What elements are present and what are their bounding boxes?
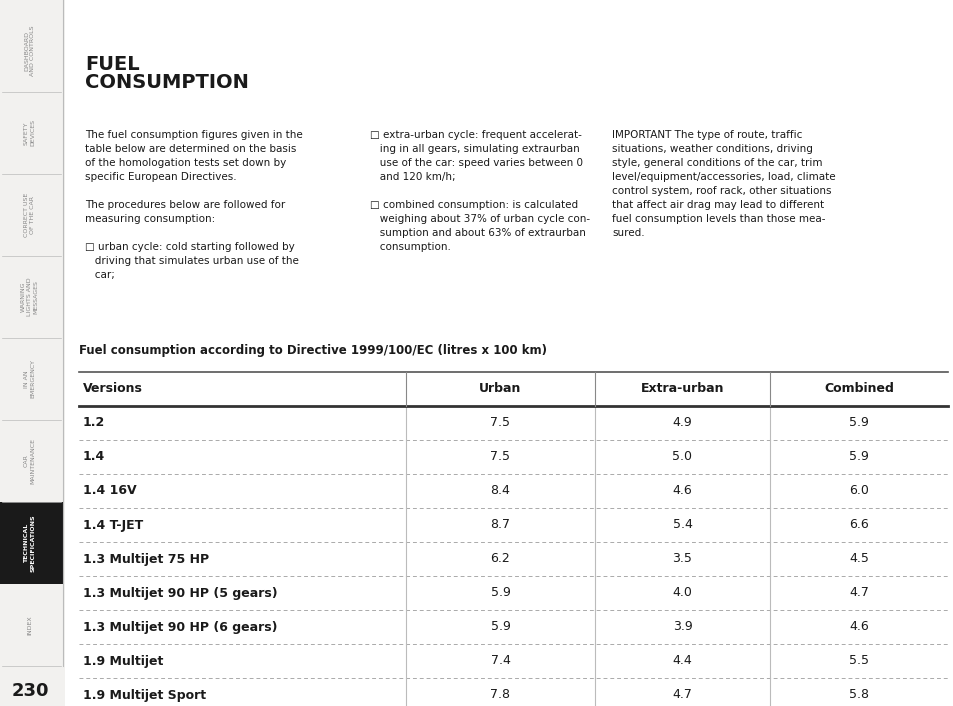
Text: The fuel consumption figures given in the
table below are determined on the basi: The fuel consumption figures given in th…: [85, 130, 302, 280]
Text: 5.4: 5.4: [672, 518, 692, 532]
Text: 4.0: 4.0: [672, 587, 692, 599]
Text: 6.6: 6.6: [848, 518, 868, 532]
Text: INDEX: INDEX: [27, 615, 32, 635]
Text: □ extra-urban cycle: frequent accelerat-
   ing in all gears, simulating extraur: □ extra-urban cycle: frequent accelerat-…: [370, 130, 590, 252]
Text: 7.8: 7.8: [490, 688, 510, 702]
Text: DASHBOARD
AND CONTROLS: DASHBOARD AND CONTROLS: [24, 25, 35, 76]
Text: 1.3 Multijet 90 HP (5 gears): 1.3 Multijet 90 HP (5 gears): [83, 587, 277, 599]
Text: 1.3 Multijet 90 HP (6 gears): 1.3 Multijet 90 HP (6 gears): [83, 621, 277, 633]
Text: 7.5: 7.5: [490, 417, 510, 429]
Text: 1.2: 1.2: [83, 417, 105, 429]
Text: TECHNICAL
SPECIFICATIONS: TECHNICAL SPECIFICATIONS: [24, 514, 35, 572]
Text: 4.7: 4.7: [672, 688, 692, 702]
Text: 3.9: 3.9: [672, 621, 692, 633]
Text: 5.9: 5.9: [490, 587, 510, 599]
Text: FUEL: FUEL: [85, 55, 139, 74]
Text: 4.6: 4.6: [672, 484, 692, 498]
Text: Fuel consumption according to Directive 1999/100/EC (litres x 100 km): Fuel consumption according to Directive …: [79, 344, 546, 357]
Text: Combined: Combined: [823, 383, 893, 395]
Text: 1.9 Multijet: 1.9 Multijet: [83, 654, 163, 667]
Text: 5.9: 5.9: [848, 417, 868, 429]
Text: 5.9: 5.9: [848, 450, 868, 464]
Text: 4.5: 4.5: [848, 553, 868, 566]
Text: 8.7: 8.7: [490, 518, 510, 532]
Text: 4.7: 4.7: [848, 587, 868, 599]
Text: 4.4: 4.4: [672, 654, 692, 667]
Text: SAFETY
DEVICES: SAFETY DEVICES: [24, 119, 35, 147]
Bar: [0, 0, 65, 706]
Text: 7.4: 7.4: [490, 654, 510, 667]
Text: 8.4: 8.4: [490, 484, 510, 498]
Text: 7.5: 7.5: [490, 450, 510, 464]
Text: 1.4 16V: 1.4 16V: [83, 484, 136, 498]
Text: Extra-urban: Extra-urban: [640, 383, 723, 395]
Text: 4.9: 4.9: [672, 417, 692, 429]
Text: CAR
MAINTENANCE: CAR MAINTENANCE: [24, 438, 35, 484]
Text: CORRECT USE
OF THE CAR: CORRECT USE OF THE CAR: [24, 193, 35, 237]
Text: Urban: Urban: [478, 383, 521, 395]
Text: 1.4: 1.4: [83, 450, 105, 464]
Text: 1.9 Multijet Sport: 1.9 Multijet Sport: [83, 688, 206, 702]
Text: 3.5: 3.5: [672, 553, 692, 566]
Text: 5.8: 5.8: [848, 688, 868, 702]
Text: WARNING
LIGHTS AND
MESSAGES: WARNING LIGHTS AND MESSAGES: [21, 277, 38, 316]
Text: 230: 230: [11, 682, 50, 700]
Text: 5.9: 5.9: [490, 621, 510, 633]
Text: Versions: Versions: [83, 383, 143, 395]
Text: 1.4 T-JET: 1.4 T-JET: [83, 518, 143, 532]
Bar: [0, 502, 63, 584]
Text: 4.6: 4.6: [848, 621, 868, 633]
Text: IMPORTANT The type of route, traffic
situations, weather conditions, driving
sty: IMPORTANT The type of route, traffic sit…: [612, 130, 835, 238]
Text: 5.0: 5.0: [672, 450, 692, 464]
Text: IN AN
EMERGENCY: IN AN EMERGENCY: [24, 359, 35, 398]
Text: 1.3 Multijet 75 HP: 1.3 Multijet 75 HP: [83, 553, 209, 566]
Text: 6.0: 6.0: [848, 484, 868, 498]
Text: 6.2: 6.2: [490, 553, 510, 566]
Text: 5.5: 5.5: [848, 654, 868, 667]
Text: CONSUMPTION: CONSUMPTION: [85, 73, 249, 92]
